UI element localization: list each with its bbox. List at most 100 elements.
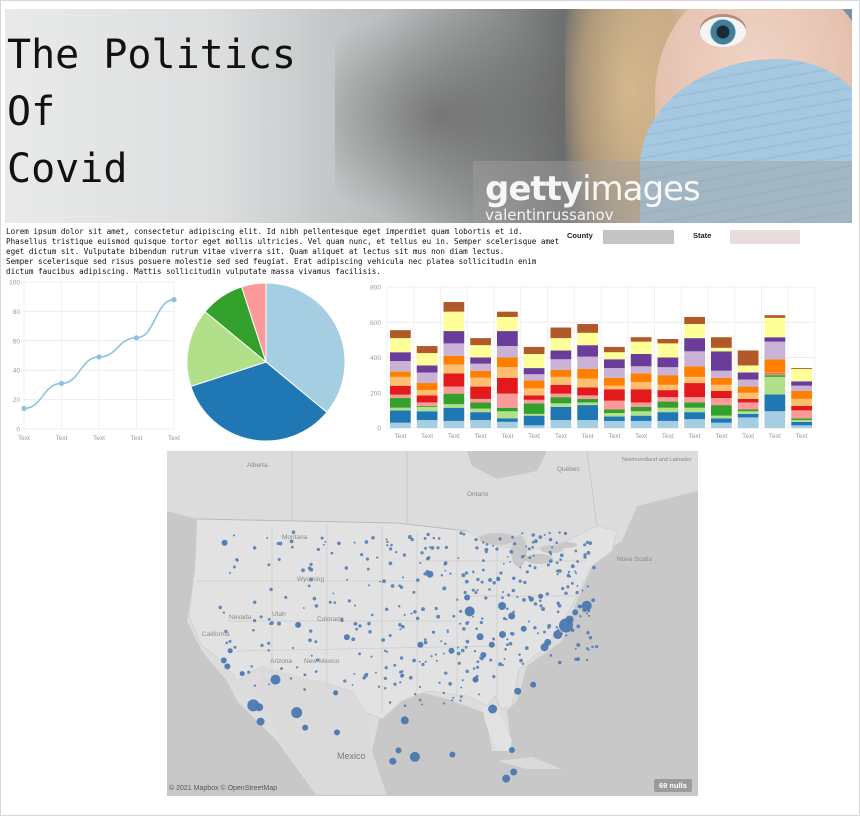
bar-segment bbox=[630, 373, 652, 383]
county-point bbox=[440, 640, 443, 643]
county-filter[interactable] bbox=[603, 230, 674, 244]
county-point bbox=[421, 607, 425, 612]
county-point bbox=[450, 699, 454, 702]
bar-segment bbox=[764, 372, 786, 374]
county-point bbox=[461, 679, 464, 682]
city-point bbox=[224, 663, 231, 670]
county-point bbox=[476, 589, 479, 592]
county-point bbox=[370, 613, 374, 617]
county-point bbox=[516, 596, 519, 599]
city-point bbox=[528, 596, 534, 602]
county-point bbox=[374, 671, 377, 674]
county-point bbox=[413, 692, 417, 696]
bar-segment bbox=[390, 338, 411, 353]
county-point bbox=[309, 562, 313, 566]
county-point bbox=[576, 584, 579, 587]
bar-segment bbox=[604, 352, 625, 360]
county-point bbox=[383, 676, 388, 681]
bar-segment bbox=[764, 341, 786, 360]
county-point bbox=[430, 655, 433, 658]
county-point bbox=[385, 650, 388, 653]
county-point bbox=[308, 638, 312, 643]
state-border bbox=[236, 645, 498, 652]
map-canvas[interactable]: Alberta Québec Newfoundland and Labrador On… bbox=[167, 451, 698, 796]
city-point bbox=[448, 647, 455, 654]
city-point bbox=[572, 609, 579, 616]
county-point bbox=[459, 622, 462, 625]
city-point bbox=[581, 600, 592, 611]
county-point bbox=[459, 609, 463, 613]
nulls-indicator[interactable]: 69 nulls bbox=[654, 779, 692, 792]
county-point bbox=[574, 657, 578, 661]
bar-segment bbox=[630, 420, 652, 428]
map-attribution[interactable]: © 2021 Mapbox © OpenStreetMap bbox=[169, 785, 277, 792]
county-point bbox=[527, 547, 531, 551]
bar-segment bbox=[711, 415, 732, 419]
city-point bbox=[499, 631, 506, 638]
county-point bbox=[385, 538, 388, 541]
county-point bbox=[533, 602, 538, 606]
bar-segment bbox=[711, 422, 732, 428]
x-tick-label: Text bbox=[742, 433, 754, 440]
bar-segment bbox=[550, 359, 572, 370]
county-point bbox=[390, 543, 393, 547]
pie-slice bbox=[186, 310, 268, 388]
bar-segment bbox=[684, 419, 705, 428]
bar-segment bbox=[443, 343, 465, 356]
bar-segment bbox=[416, 383, 438, 391]
county-point bbox=[505, 643, 509, 647]
city-point bbox=[400, 716, 409, 725]
pacific-water bbox=[167, 511, 237, 701]
bar-segment bbox=[416, 390, 438, 396]
county-point bbox=[410, 537, 414, 542]
bar-segment bbox=[630, 353, 652, 367]
bar-segment bbox=[416, 420, 438, 428]
county-point bbox=[484, 547, 489, 552]
county-point bbox=[567, 570, 571, 574]
bar-segment bbox=[443, 364, 465, 374]
y-tick-label: 0 bbox=[16, 427, 20, 434]
place-label: Ontario bbox=[467, 491, 489, 498]
county-point bbox=[595, 644, 599, 649]
county-point bbox=[442, 586, 447, 591]
bar-segment bbox=[523, 353, 545, 369]
city-point bbox=[464, 606, 475, 617]
bar-segment bbox=[390, 361, 411, 372]
county-point bbox=[583, 555, 587, 559]
bar-segment bbox=[764, 315, 786, 318]
county-point bbox=[397, 604, 401, 608]
state-filter[interactable] bbox=[730, 230, 800, 244]
bar-segment bbox=[711, 390, 732, 399]
county-point bbox=[538, 599, 542, 603]
bar-segment bbox=[684, 338, 705, 352]
bar-segment bbox=[497, 377, 518, 394]
bar-segment bbox=[470, 386, 491, 399]
bar-segment bbox=[657, 397, 679, 402]
city-point bbox=[270, 674, 281, 685]
county-point bbox=[509, 632, 513, 635]
bar-segment bbox=[657, 357, 679, 368]
county-point bbox=[355, 627, 358, 631]
bar-segment bbox=[523, 380, 545, 389]
bar-segment bbox=[550, 376, 572, 385]
county-point bbox=[398, 622, 402, 627]
bar-segment bbox=[470, 408, 491, 413]
place-label: California bbox=[202, 631, 230, 638]
county-point bbox=[586, 585, 589, 588]
bar-segment bbox=[657, 412, 679, 421]
county-point bbox=[430, 545, 435, 550]
county-point bbox=[508, 641, 513, 646]
county-point bbox=[415, 616, 420, 621]
county-point bbox=[351, 683, 354, 686]
county-point bbox=[364, 540, 369, 544]
bar-segment bbox=[550, 403, 572, 407]
county-point bbox=[333, 601, 337, 604]
county-point bbox=[324, 540, 327, 543]
x-tick-label: Text bbox=[608, 433, 620, 440]
county-point bbox=[551, 546, 554, 549]
bar-segment bbox=[657, 420, 679, 428]
county-point bbox=[536, 632, 539, 635]
covid-map[interactable]: Alberta Québec Newfoundland and Labrador On… bbox=[167, 451, 698, 796]
county-point bbox=[464, 645, 468, 649]
pie-chart bbox=[186, 282, 346, 442]
